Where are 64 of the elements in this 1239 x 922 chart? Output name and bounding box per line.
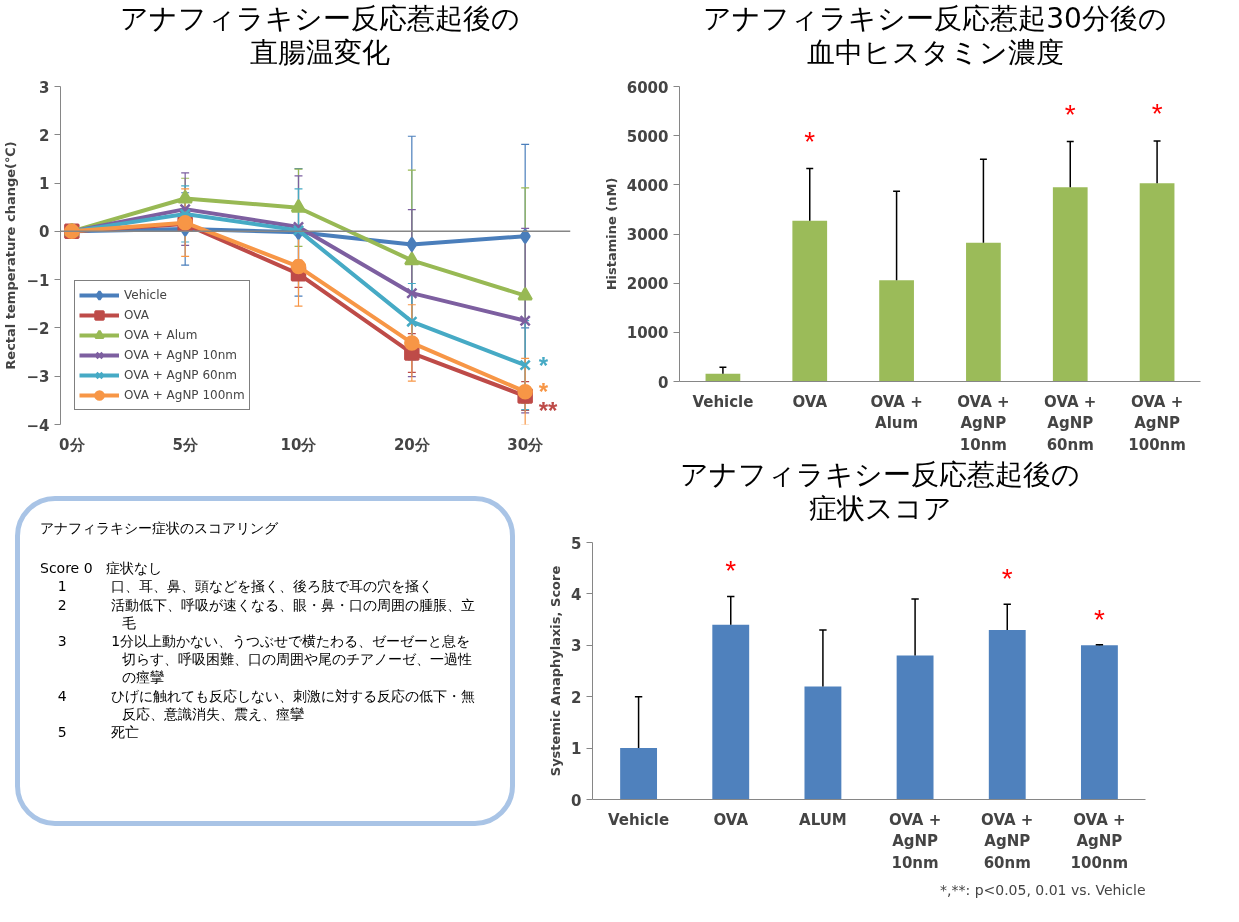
y-tick-label: 4000: [626, 176, 669, 195]
y-tick-label: 3000: [626, 226, 669, 244]
x-tick-label: OVA + AgNP 60nm: [981, 810, 1034, 872]
y-tick-label: 1: [39, 175, 50, 194]
text: 2 活動低下、呼吸が速くなる、眼・鼻・口の周囲の腫脹、立毛: [56, 595, 477, 632]
legend-label: OVA + AgNP 60nm: [124, 368, 237, 382]
x-tick-label: OVA: [713, 810, 749, 829]
data-label: *: [1001, 562, 1013, 594]
y-tick-label: 4: [571, 585, 582, 604]
y-tick-label: 0: [571, 791, 582, 810]
y-tick-label: −1: [26, 271, 50, 290]
x-tick-label: ALUM: [799, 810, 847, 829]
text: *,**: p<0.05, 0.01 vs. Vehicle: [940, 881, 1146, 898]
x-tick-label: OVA + AgNP 100nm: [1070, 810, 1129, 872]
x-tick-label: 20分: [393, 435, 431, 454]
data-label: *: [1093, 603, 1105, 635]
y-tick-label: 2: [571, 688, 582, 707]
text: 1 口、耳、鼻、頭などを掻く、後ろ肢で耳の穴を掻く: [56, 577, 435, 596]
y-tick-label: −4: [26, 416, 50, 435]
x-tick-label: OVA: [792, 392, 828, 411]
y-axis-title: Histamine (nM): [603, 177, 619, 291]
y-tick-label: 3: [571, 637, 582, 656]
y-tick-label: 0: [39, 223, 50, 242]
legend-label: Vehicle: [124, 288, 167, 302]
data-label: *: [725, 555, 737, 587]
y-tick-label: 3: [39, 78, 50, 97]
text: 4 ひげに触れても反応しない、刺激に対する反応の低下・無反応、意識消失、震え、痙攣: [56, 686, 477, 723]
text: Score 0 症状なし: [40, 559, 163, 578]
x-tick-label: OVA + Alum: [870, 392, 923, 433]
y-tick-label: 6000: [626, 78, 669, 97]
x-tick-label: 0分: [59, 435, 86, 454]
data-label: *: [1064, 98, 1076, 130]
y-axis-title: Systemic Anaphylaxis, Score: [548, 565, 564, 777]
x-tick-label: Vehicle: [692, 392, 754, 411]
text: 5 死亡: [56, 722, 141, 742]
y-tick-label: 2: [39, 126, 50, 145]
y-axis-title: Rectal temperature change(℃): [3, 141, 19, 370]
x-tick-label: OVA + AgNP 100nm: [1128, 392, 1186, 454]
y-tick-label: −2: [26, 319, 50, 338]
data-label: *: [1151, 98, 1163, 130]
y-tick-label: 1: [571, 740, 582, 759]
text: アナフィラキシー症状のスコアリング: [40, 519, 279, 538]
text: 3 1分以上動かない、うつぶせで横たわる、ゼーゼーと息を切らす、呼吸困難、口の周囲や尾のチアノーゼ、一過性の痙攣: [56, 631, 473, 687]
y-tick-label: −3: [26, 368, 50, 387]
y-tick-label: 2000: [626, 275, 669, 294]
legend-label: OVA + Alum: [124, 328, 198, 342]
legend-label: OVA: [124, 308, 149, 322]
x-tick-label: 10分: [280, 435, 318, 454]
y-tick-label: 5: [571, 534, 582, 553]
x-tick-label: 5分: [172, 435, 199, 454]
x-tick-label: OVA + AgNP 10nm: [888, 810, 942, 872]
legend-label: OVA + AgNP 10nm: [124, 348, 237, 362]
data-label: *: [804, 125, 816, 157]
chart-title: アナフィラキシー反応惹起30分後の血中ヒスタミン濃度: [702, 2, 1168, 70]
y-tick-label: 0: [658, 373, 669, 392]
chart-title: アナフィラキシー反応惹起後の症状スコア: [680, 458, 1080, 526]
y-tick-label: 1000: [626, 324, 669, 343]
x-tick-label: 30分: [507, 435, 545, 454]
x-tick-label: OVA + AgNP 10nm: [957, 392, 1010, 454]
x-tick-label: Vehicle: [608, 810, 670, 829]
chart-title: アナフィラキシー反応惹起後の直腸温変化: [120, 2, 520, 70]
y-tick-label: 5000: [626, 127, 669, 146]
annotation: *: [538, 351, 549, 379]
x-tick-label: OVA + AgNP 60nm: [1044, 392, 1097, 454]
